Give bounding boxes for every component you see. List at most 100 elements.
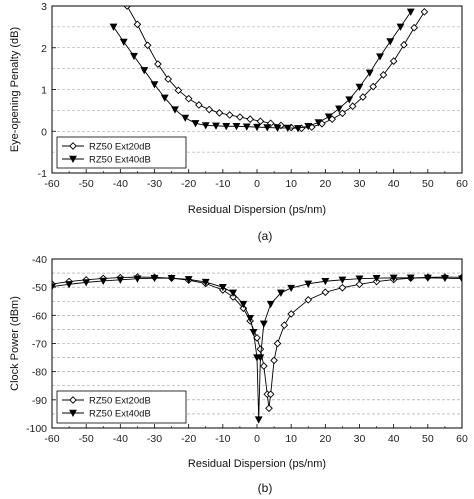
y-tick-label: -50 [32, 282, 47, 294]
data-point-ext20 [304, 296, 313, 304]
y-tick-label: 2 [41, 43, 47, 55]
plot-a-legend-label-ext40: RZ50 Ext40dB [89, 155, 151, 166]
y-tick-label: 3 [41, 1, 47, 13]
series-line-ext20 [52, 276, 462, 409]
x-tick-label: 20 [319, 433, 331, 445]
plot-a-legend-swatch-ext40 [62, 155, 84, 164]
data-point-ext20 [379, 71, 388, 79]
data-point-ext40 [232, 123, 241, 131]
data-point-ext20 [133, 20, 142, 29]
x-tick-label: 10 [285, 433, 297, 445]
data-point-ext20 [359, 93, 367, 101]
data-point-ext40 [253, 123, 261, 132]
data-point-ext40 [201, 278, 210, 287]
data-point-ext20 [270, 356, 278, 365]
x-tick-label: 40 [388, 433, 400, 445]
x-tick-label: -30 [147, 178, 162, 190]
plot-a-legend-label-ext20: RZ50 Ext20dB [89, 142, 151, 153]
data-point-ext40 [263, 124, 272, 132]
data-point-ext20 [348, 102, 357, 111]
x-tick-label: -10 [215, 178, 230, 190]
plot-b-legend-swatch-ext40 [62, 409, 84, 418]
data-point-ext20 [256, 345, 265, 353]
data-point-ext40 [246, 314, 255, 323]
x-tick-label: 0 [254, 433, 260, 445]
y-tick-label: -100 [26, 423, 47, 435]
plot-b-x-axis-label: Residual Dispersion (ps/nm) [188, 458, 326, 470]
data-point-ext40 [239, 300, 248, 309]
data-point-ext40 [218, 283, 227, 292]
x-tick-label: -20 [181, 178, 196, 190]
data-point-ext40 [335, 105, 343, 113]
x-tick-label: -20 [181, 433, 196, 445]
x-tick-label: 10 [285, 178, 297, 190]
x-tick-label: -30 [147, 433, 162, 445]
plot-b-legend-label-ext20: RZ50 Ext20dB [89, 396, 151, 407]
data-point-ext40 [406, 274, 415, 282]
data-point-ext40 [140, 67, 149, 75]
data-point-ext40 [338, 276, 347, 284]
data-point-ext20 [225, 111, 234, 119]
plot-a-x-axis-label: Residual Dispersion (ps/nm) [188, 204, 326, 216]
data-point-ext40 [345, 96, 354, 104]
data-point-ext20 [280, 321, 289, 330]
data-point-ext40 [273, 124, 282, 132]
data-point-ext40 [396, 23, 405, 31]
data-point-ext20 [321, 288, 330, 297]
x-tick-label: 30 [354, 178, 366, 190]
data-point-ext20 [184, 94, 193, 103]
data-point-ext40 [184, 276, 193, 284]
y-tick-label: -80 [32, 367, 47, 379]
y-tick-label: -70 [32, 339, 47, 351]
data-point-ext40 [314, 119, 323, 127]
x-tick-label: -60 [44, 433, 59, 445]
data-point-ext20 [253, 334, 261, 342]
plot-b-legend-label-ext40: RZ50 Ext40dB [89, 409, 151, 420]
data-point-ext20 [265, 404, 273, 413]
data-point-ext20 [205, 105, 214, 114]
data-point-ext20 [355, 280, 364, 289]
data-point-ext40 [254, 416, 263, 424]
data-point-ext20 [420, 8, 429, 16]
data-point-ext40 [99, 277, 108, 286]
data-point-ext40 [191, 120, 200, 128]
data-point-ext40 [256, 354, 265, 362]
legend-marker [69, 409, 77, 418]
y-tick-label: -1 [38, 168, 47, 180]
data-point-ext20 [174, 86, 183, 95]
data-point-ext40 [441, 274, 449, 283]
data-point-ext40 [167, 274, 176, 283]
x-tick-label: -10 [215, 433, 230, 445]
data-point-ext20 [123, 6, 132, 10]
panel-b: -60 -50 -40 -30 -20 -10 0 10 20 30 40 50 60-100-90-8… [9, 254, 468, 495]
data-point-ext40 [386, 38, 395, 46]
data-point-ext40 [171, 106, 179, 114]
data-point-ext40 [160, 94, 169, 102]
data-point-ext40 [242, 123, 251, 131]
legend-marker [69, 155, 77, 164]
data-point-ext40 [458, 275, 462, 283]
data-point-ext40 [372, 274, 381, 283]
plot-b-legend-box [56, 390, 187, 424]
data-point-ext20 [236, 113, 244, 121]
x-tick-label: -40 [113, 433, 128, 445]
data-point-ext40 [150, 274, 159, 283]
data-point-ext20 [389, 57, 398, 65]
x-tick-label: 20 [319, 178, 331, 190]
x-tick-label: -40 [113, 178, 128, 190]
x-tick-label: 50 [422, 433, 434, 445]
y-tick-label: -40 [32, 254, 47, 266]
y-tick-label: -90 [32, 395, 47, 407]
data-point-ext20 [164, 75, 173, 83]
y-tick-label: 0 [41, 126, 47, 138]
data-point-ext40 [389, 274, 398, 282]
plot-b-y-axis-label: Clock Power (dBm) [9, 296, 21, 391]
panel-b-caption: (b) [258, 481, 273, 495]
data-point-ext40 [277, 289, 285, 297]
x-tick-label: 30 [354, 433, 366, 445]
plot-a-series [109, 6, 429, 133]
